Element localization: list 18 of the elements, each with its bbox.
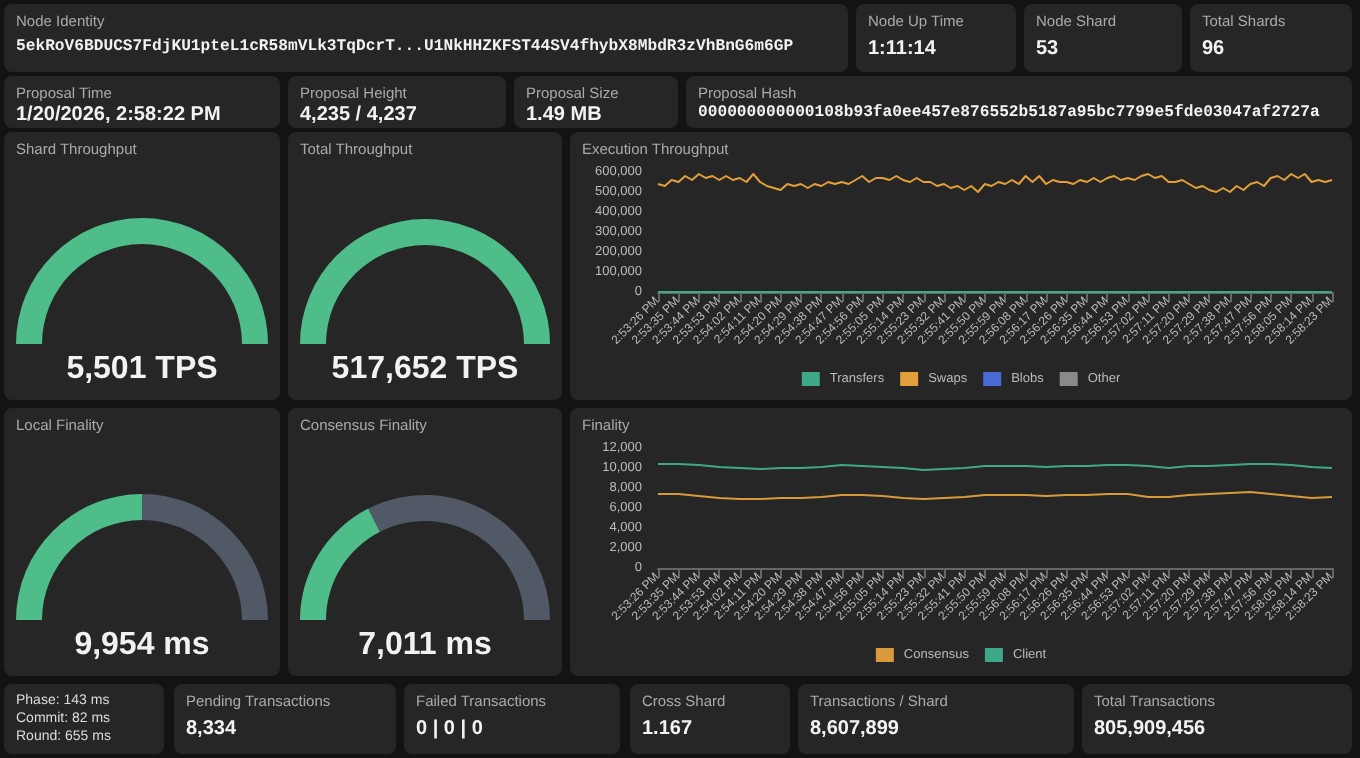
text: 8,334	[186, 718, 237, 740]
text: 1/20/2026, 2:58:22 PM	[16, 104, 221, 126]
line-series	[657, 173, 1333, 193]
text: 96	[1202, 38, 1225, 60]
text: 5ekRoV6BDUCS7FdjKU1pteL1cR58mVLk3TqDcrT...U1NkHHZKFST44SV4fhybX8MbdR3zVhBnG6m6GP	[16, 38, 794, 56]
text: 4,235 / 4,237	[300, 104, 417, 126]
text: 9,954 ms	[72, 628, 212, 664]
text: 1.49 MB	[526, 104, 602, 126]
text: 517,652 TPS	[329, 352, 521, 388]
text: 000000000000108b93fa0ee457e876552b5187a95bc7799e5fde03047af2727a	[698, 104, 1320, 122]
text: 8,607,899	[810, 718, 899, 740]
text: 5,501 TPS	[64, 352, 220, 388]
text: 805,909,456	[1094, 718, 1206, 740]
text: 1.167	[642, 718, 693, 740]
text: 7,011 ms	[356, 628, 494, 664]
text: 1:11:14	[868, 38, 936, 60]
text: 0 | 0 | 0	[416, 718, 483, 740]
text: 53	[1036, 38, 1059, 60]
